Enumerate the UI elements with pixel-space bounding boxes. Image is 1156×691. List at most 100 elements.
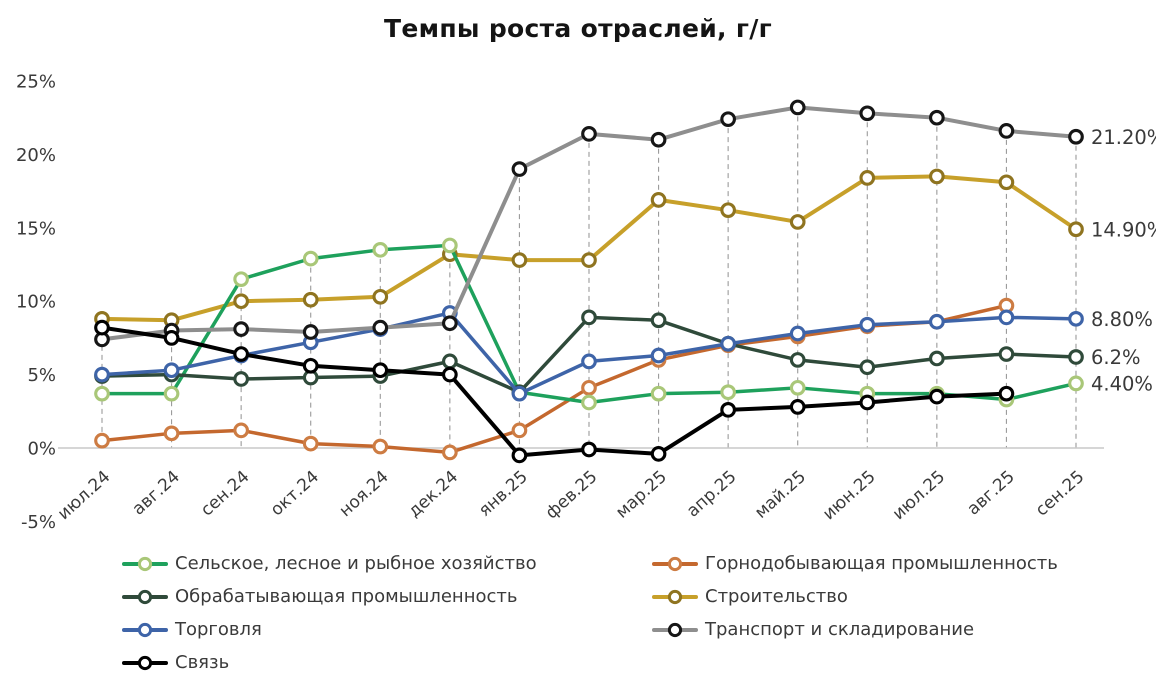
- data-point-marker: [581, 353, 597, 370]
- data-point-marker: [789, 352, 806, 368]
- x-axis-tick-label: апр.25: [683, 467, 740, 522]
- x-axis-tick-label: июл.25: [889, 467, 949, 524]
- y-axis-tick-label: 0%: [27, 439, 56, 460]
- legend-line-marker-icon: [122, 622, 168, 637]
- data-point-marker: [442, 366, 458, 383]
- data-point-marker: [859, 170, 876, 186]
- x-axis-tick-label: июн.25: [819, 467, 880, 524]
- legend-item: Обрабатывающая промышленность: [122, 586, 537, 607]
- data-point-marker: [1068, 375, 1084, 392]
- legend-item-label: Сельское, лесное и рыбное хозяйство: [175, 553, 537, 574]
- legend-circle-icon: [137, 556, 153, 571]
- chart-legend-left-column: Сельское, лесное и рыбное хозяйство Обраб…: [122, 553, 537, 673]
- data-point-marker: [1068, 349, 1084, 365]
- data-point-marker: [233, 422, 249, 439]
- data-point-marker: [789, 325, 806, 342]
- y-axis-tick-label: 10%: [16, 292, 56, 313]
- data-point-marker: [650, 446, 667, 462]
- chart-title: Темпы роста отраслей, г/г: [384, 14, 772, 43]
- data-point-marker: [720, 111, 736, 128]
- data-point-marker: [511, 161, 528, 177]
- data-point-marker: [163, 362, 180, 379]
- data-point-marker: [94, 385, 110, 402]
- legend-item: Строительство: [652, 586, 1058, 607]
- legend-line-marker-icon: [652, 622, 698, 637]
- data-point-marker: [442, 444, 458, 461]
- x-axis-tick-label: сен.25: [1032, 467, 1088, 521]
- y-axis-tick-label: 15%: [16, 218, 56, 239]
- data-point-marker: [929, 168, 945, 185]
- data-point-marker: [998, 385, 1015, 402]
- legend-circle-icon: [667, 556, 683, 571]
- x-axis-tick-label: янв.25: [475, 467, 532, 521]
- data-point-marker: [302, 435, 319, 452]
- data-point-marker: [511, 447, 528, 464]
- data-point-marker: [581, 441, 597, 458]
- data-point-marker: [233, 321, 249, 337]
- data-point-marker: [372, 319, 389, 336]
- data-point-marker: [372, 288, 389, 305]
- legend-item: Связь: [122, 652, 537, 673]
- data-point-marker: [650, 385, 667, 402]
- legend-line-marker-icon: [122, 589, 168, 604]
- legend-item: Торговля: [122, 619, 537, 640]
- data-point-marker: [929, 109, 945, 126]
- data-point-marker: [859, 105, 876, 122]
- data-point-marker: [1068, 221, 1084, 238]
- data-point-marker: [511, 422, 528, 439]
- data-point-marker: [581, 125, 597, 142]
- data-point-marker: [302, 357, 319, 374]
- x-axis-tick-label: фев.25: [542, 467, 602, 523]
- legend-item-label: Строительство: [705, 586, 848, 607]
- data-point-marker: [789, 379, 806, 396]
- data-point-marker: [163, 425, 180, 442]
- x-axis-tick-label: май.25: [751, 467, 810, 523]
- series-line-7: [100, 325, 1009, 458]
- x-axis-tick-label: июл.24: [54, 467, 114, 524]
- data-point-marker: [94, 432, 110, 449]
- series-end-label: 6.2%: [1091, 346, 1141, 369]
- data-point-marker: [720, 335, 736, 352]
- y-axis-tick-label: -5%: [21, 512, 56, 533]
- data-point-marker: [372, 241, 389, 258]
- x-axis-tick-label: авг.24: [129, 467, 184, 520]
- data-point-marker: [720, 202, 736, 219]
- legend-item-label: Обрабатывающая промышленность: [175, 586, 518, 607]
- legend-item: Сельское, лесное и рыбное хозяйство: [122, 553, 537, 574]
- legend-item-label: Транспорт и складирование: [705, 619, 975, 640]
- x-axis-tick-label: дек.24: [405, 467, 463, 522]
- data-point-marker: [720, 401, 736, 418]
- legend-circle-icon: [667, 589, 683, 604]
- data-point-marker: [581, 252, 597, 268]
- line-chart-plot: 25% 20% 15% 10% 5% 0% -5%июл.24 авг.24 сен.24 окт…: [16, 72, 1156, 533]
- x-axis-tick-label: мар.25: [612, 467, 671, 523]
- data-point-marker: [511, 252, 528, 268]
- data-point-marker: [998, 309, 1015, 326]
- legend-circle-icon: [137, 589, 153, 604]
- data-point-marker: [859, 359, 876, 376]
- data-point-marker: [233, 371, 249, 387]
- y-axis-tick-label: 25%: [16, 72, 56, 93]
- legend-circle-icon: [667, 622, 683, 637]
- data-point-marker: [233, 293, 249, 310]
- data-point-marker: [998, 346, 1015, 362]
- y-axis-tick-label: 5%: [27, 365, 56, 386]
- series-end-label: 4.40%: [1091, 372, 1153, 395]
- legend-circle-icon: [137, 655, 153, 670]
- data-point-marker: [789, 399, 806, 415]
- legend-line-marker-icon: [122, 655, 168, 670]
- data-point-marker: [233, 346, 249, 362]
- legend-line-marker-icon: [122, 556, 168, 571]
- series-end-label: 21.20%: [1091, 126, 1156, 149]
- data-point-marker: [94, 366, 110, 383]
- data-point-marker: [859, 316, 876, 333]
- y-axis-tick-label: 20%: [16, 145, 56, 166]
- data-point-marker: [163, 330, 180, 346]
- data-point-marker: [163, 385, 180, 402]
- data-point-marker: [720, 384, 736, 401]
- x-axis-tick-label: ноя.24: [336, 467, 393, 521]
- legend-item-label: Горнодобывающая промышленность: [705, 553, 1058, 574]
- legend-item-label: Связь: [175, 652, 230, 673]
- data-point-marker: [302, 324, 319, 340]
